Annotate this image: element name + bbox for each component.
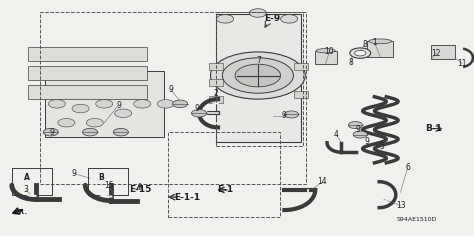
Circle shape [353,131,367,138]
Text: 9: 9 [50,128,55,137]
Bar [209,63,223,70]
Bar [28,85,147,99]
Bar [28,47,147,61]
Text: 3: 3 [24,185,28,194]
Text: 10: 10 [325,47,334,56]
Text: B-1: B-1 [425,124,442,133]
Text: 6: 6 [405,163,410,172]
Bar [216,14,301,142]
Bar [294,63,308,70]
Text: 15: 15 [104,181,114,190]
Text: E-1-1: E-1-1 [174,193,201,202]
Circle shape [157,100,174,108]
Ellipse shape [316,49,335,53]
Bar [294,91,308,98]
Text: S94AE1510D: S94AE1510D [397,217,438,222]
Circle shape [210,52,305,99]
Circle shape [173,100,188,108]
Text: 9: 9 [365,137,370,146]
Text: 8: 8 [363,40,367,49]
Circle shape [115,109,132,118]
Text: B: B [98,173,104,181]
Bar [88,168,128,195]
Text: 9: 9 [116,101,121,110]
Text: 13: 13 [396,201,405,210]
Bar [216,12,303,146]
Bar [209,79,223,86]
Ellipse shape [369,39,392,44]
Text: 7: 7 [256,56,261,65]
Text: E-1: E-1 [218,185,234,194]
Bar [431,45,455,59]
Bar [45,71,164,137]
Circle shape [96,100,113,108]
Text: 8: 8 [348,58,353,67]
Bar [28,66,147,80]
Circle shape [86,118,103,127]
Text: 11: 11 [457,59,467,68]
Text: 9: 9 [168,85,173,94]
Text: 9: 9 [71,169,76,178]
Text: 4: 4 [334,130,339,139]
Circle shape [249,9,266,17]
Text: FR.: FR. [15,209,28,215]
Text: 1: 1 [372,38,377,47]
Bar [367,41,393,57]
Circle shape [284,111,299,118]
Text: 9: 9 [356,125,360,134]
Bar [40,12,306,184]
Circle shape [350,48,371,58]
Circle shape [281,15,298,23]
Text: 9: 9 [194,104,199,113]
Circle shape [58,118,75,127]
Circle shape [191,110,207,117]
Circle shape [217,15,234,23]
Circle shape [235,64,281,87]
Circle shape [72,104,89,113]
Circle shape [43,128,58,136]
Circle shape [134,100,151,108]
Text: 2: 2 [213,89,218,98]
Text: 9: 9 [282,111,287,120]
Circle shape [82,128,98,136]
Circle shape [113,128,128,136]
Text: 5: 5 [379,142,384,151]
Circle shape [355,50,366,56]
Text: 12: 12 [431,49,441,58]
Text: 14: 14 [318,177,327,186]
Circle shape [222,58,293,93]
Text: E-15: E-15 [128,185,151,194]
Text: A: A [24,173,30,181]
Bar [209,96,223,103]
Bar [12,168,52,195]
Bar [315,51,337,64]
Circle shape [48,100,65,108]
Bar [168,132,280,217]
Circle shape [348,122,363,129]
Text: E-9: E-9 [264,14,281,23]
